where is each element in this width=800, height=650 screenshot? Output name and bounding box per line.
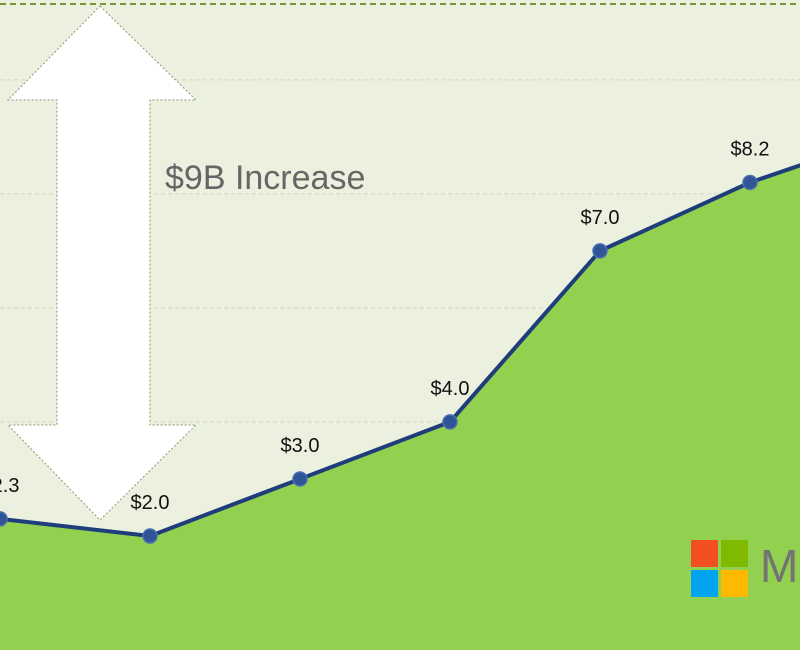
logo: M bbox=[691, 540, 798, 597]
logo-square bbox=[721, 570, 748, 597]
marker bbox=[292, 471, 308, 487]
logo-square bbox=[691, 570, 718, 597]
increase-arrow bbox=[6, 5, 198, 521]
data-label: $3.0 bbox=[281, 435, 320, 457]
series: $2.3 $2.0 $3.0 $4.0 $7.0 $8.2 bbox=[0, 139, 800, 650]
marker bbox=[142, 528, 158, 544]
marker bbox=[592, 243, 608, 259]
data-label: $2.0 bbox=[131, 492, 170, 514]
logo-square bbox=[721, 540, 748, 567]
area bbox=[0, 165, 800, 650]
marker bbox=[0, 511, 8, 527]
marker bbox=[742, 174, 758, 191]
data-label: $7.0 bbox=[581, 207, 620, 229]
data-label: $4.0 bbox=[431, 378, 470, 400]
marker bbox=[442, 414, 458, 430]
logo-square bbox=[691, 540, 718, 567]
data-label: $2.3 bbox=[0, 475, 19, 497]
annotation: $9B Increase bbox=[165, 159, 365, 197]
data-label: $8.2 bbox=[731, 139, 770, 161]
logo-text: M bbox=[760, 540, 798, 592]
